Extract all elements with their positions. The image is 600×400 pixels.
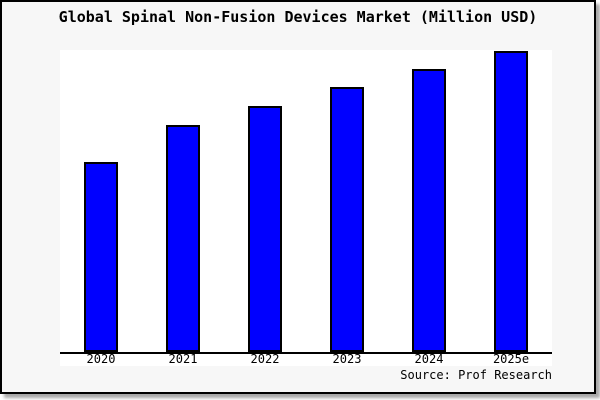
x-tick-label-2022: 2022 [250, 352, 280, 366]
chart-title: Global Spinal Non-Fusion Devices Market … [58, 8, 538, 26]
plot-area: 2020 2021 2022 2023 2024 2025e [60, 50, 552, 366]
x-tick-label-2021: 2021 [168, 352, 198, 366]
x-axis-line [60, 352, 552, 354]
x-tick-label-2023: 2023 [332, 352, 362, 366]
bar-2022 [248, 106, 282, 352]
bar-2023 [330, 87, 364, 352]
bar-2025e [494, 51, 528, 352]
x-tick-label-2024: 2024 [414, 352, 444, 366]
chart-figure: Global Spinal Non-Fusion Devices Market … [0, 0, 596, 394]
x-tick-label-2020: 2020 [86, 352, 116, 366]
x-tick-label-2025e: 2025e [492, 352, 530, 366]
source-note: Source: Prof Research [400, 368, 552, 382]
bar-2020 [84, 162, 118, 352]
bar-2024 [412, 69, 446, 352]
bar-2021 [166, 125, 200, 352]
